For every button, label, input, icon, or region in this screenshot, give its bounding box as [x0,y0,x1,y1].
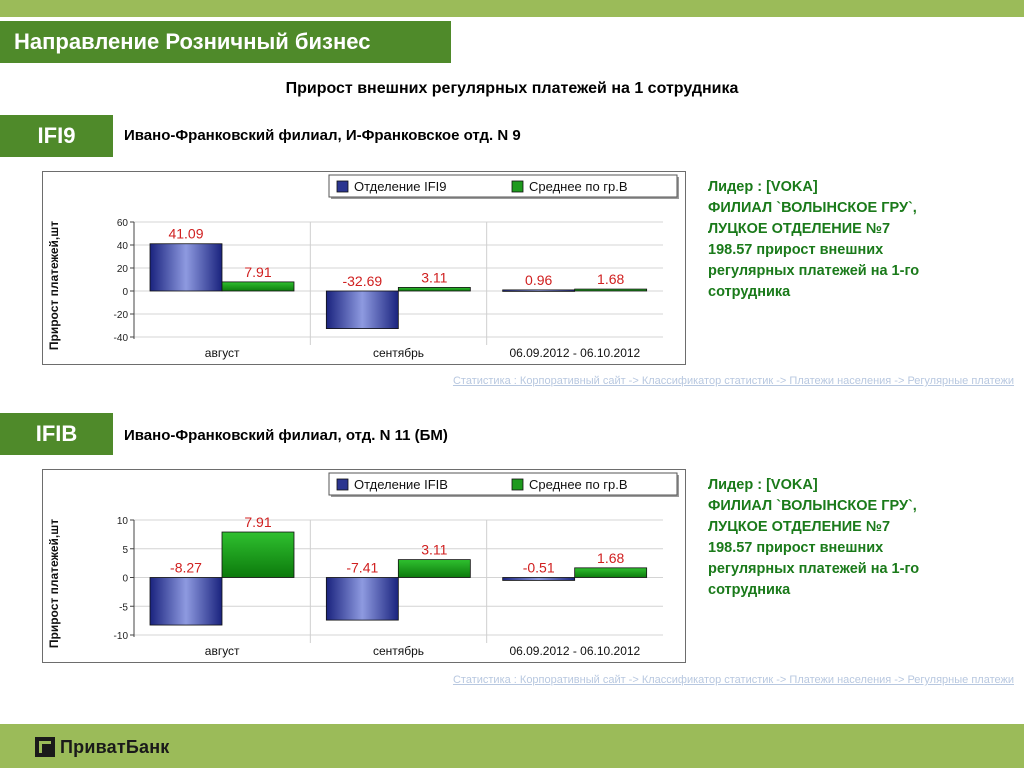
legend-swatch-branch [336,478,349,491]
leader-line: сотрудника [708,582,791,598]
legend-label: Среднее по гр.В [529,477,628,492]
bar-branch [325,290,399,329]
source-link[interactable]: Статистика : Корпоративный сайт -> Класс… [452,375,1014,387]
bar-average [221,531,295,578]
data-label: 0.96 [525,272,552,288]
bar-average [221,281,295,292]
legend-label: Отделение IFIB [354,477,448,492]
leader-line: Лидер : [VOKA] [708,477,818,493]
legend [328,174,678,198]
data-label: 7.91 [244,264,271,280]
x-tick-label: 06.09.2012 - 06.10.2012 [509,644,640,658]
bar-average [397,559,471,578]
leader-line: регулярных платежей на 1-го [708,561,920,577]
y-axis-label: Прирост платежей,шт [47,519,61,648]
branch-title: Ивано-Франковский филиал, отд. N 11 (БМ) [124,427,448,444]
data-label: 41.09 [168,226,203,242]
y-tick-label: -10 [114,631,129,642]
data-label: 1.68 [597,550,624,566]
y-tick-label: -20 [114,310,129,321]
bar-branch [502,289,576,292]
y-tick-label: 0 [122,287,128,298]
leader-line: ЛУЦКОЕ ОТДЕЛЕНИЕ №7 [708,221,891,237]
leader-line: ЛУЦКОЕ ОТДЕЛЕНИЕ №7 [708,519,891,535]
privatbank-logo-icon [35,737,55,757]
y-tick-label: -5 [119,602,128,613]
data-label: -32.69 [342,273,382,289]
y-tick-label: 20 [117,264,129,275]
section-code-badge: IFI9 [0,115,113,157]
leader-line: ФИЛИАЛ `ВОЛЫНСКОЕ ГРУ`, [708,200,917,216]
x-tick-label: сентябрь [373,346,424,360]
data-label: 3.11 [421,542,447,558]
bar-average [574,567,648,578]
leader-line: ФИЛИАЛ `ВОЛЫНСКОЕ ГРУ`, [708,498,917,514]
legend [328,472,678,496]
x-tick-label: август [205,644,240,658]
y-tick-label: 0 [122,574,128,585]
chart-svg: Прирост платежей,шт -10 -5 0 5 10 август сентяб… [47,472,679,658]
bar-chart: Прирост платежей,шт -10 -5 0 5 10 август сентяб… [42,469,686,663]
bar-branch [149,243,223,292]
bar-branch [502,577,576,581]
y-tick-label: -40 [114,333,129,344]
leader-info: Лидер : [VOKA] ФИЛИАЛ `ВОЛЫНСКОЕ ГРУ`, Л… [708,177,1008,303]
leader-line: 198.57 прирост внешних [708,242,884,258]
bar-branch [325,577,399,621]
x-tick-label: сентябрь [373,644,424,658]
data-label: 3.11 [421,269,447,285]
source-link[interactable]: Статистика : Корпоративный сайт -> Класс… [452,674,1014,686]
y-tick-label: 5 [122,545,128,556]
legend-swatch-average [511,180,524,193]
page-subtitle: Прирост внешних регулярных платежей на 1… [285,80,739,97]
y-tick-label: 40 [117,241,129,252]
footer-band [0,724,1024,768]
data-label: -7.41 [346,560,378,576]
data-label: 7.91 [244,514,271,530]
leader-line: сотрудника [708,284,791,300]
legend-label: Среднее по гр.В [529,179,628,194]
legend-swatch-branch [336,180,349,193]
leader-line: Лидер : [VOKA] [708,179,818,195]
legend-swatch-average [511,478,524,491]
section-code-badge: IFIB [0,413,113,455]
leader-line: регулярных платежей на 1-го [708,263,920,279]
bar-branch [149,577,223,626]
chart-svg: Прирост платежей,шт -40 -20 0 20 40 60 август се… [47,174,679,360]
bar-average [397,287,471,292]
branch-title: Ивано-Франковский филиал, И-Франковское … [124,127,521,144]
data-label: 1.68 [597,271,624,287]
privatbank-logo: ПриватБанк [34,736,169,758]
logo-text: ПриватБанк [60,736,170,757]
leader-line: 198.57 прирост внешних [708,540,884,556]
y-axis-label: Прирост платежей,шт [47,221,61,350]
y-tick-label: 60 [117,218,129,229]
leader-info: Лидер : [VOKA] ФИЛИАЛ `ВОЛЫНСКОЕ ГРУ`, Л… [708,475,1008,601]
bar-average [574,288,648,292]
page-title: Направление Розничный бизнес [0,21,451,63]
top-divider [0,17,1024,19]
top-band [0,0,1024,17]
x-tick-label: август [205,346,240,360]
data-label: -8.27 [170,560,202,576]
x-tick-label: 06.09.2012 - 06.10.2012 [509,346,640,360]
y-tick-label: 10 [117,516,129,527]
data-label: -0.51 [523,560,555,576]
bar-chart: Прирост платежей,шт -40 -20 0 20 40 60 август се… [42,171,686,365]
legend-label: Отделение IFI9 [354,179,447,194]
